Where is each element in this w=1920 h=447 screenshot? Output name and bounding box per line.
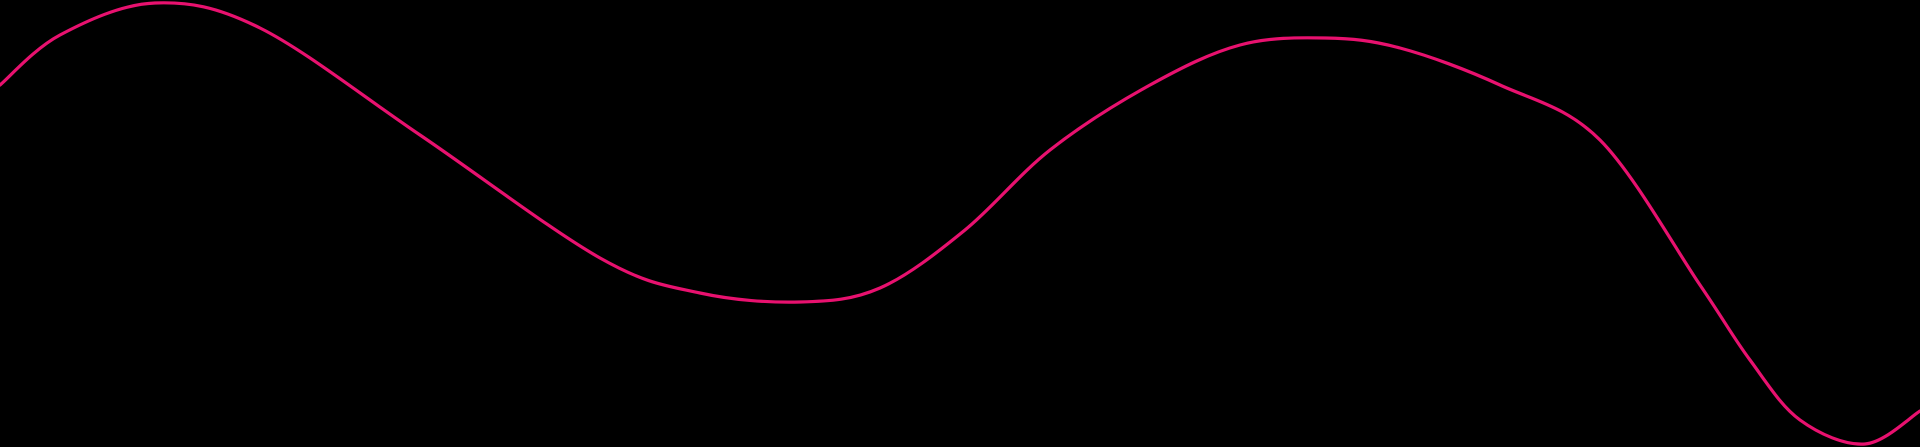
wave-line xyxy=(0,1,1920,446)
black-canvas xyxy=(0,0,1920,447)
wave-chart xyxy=(0,1,1920,446)
